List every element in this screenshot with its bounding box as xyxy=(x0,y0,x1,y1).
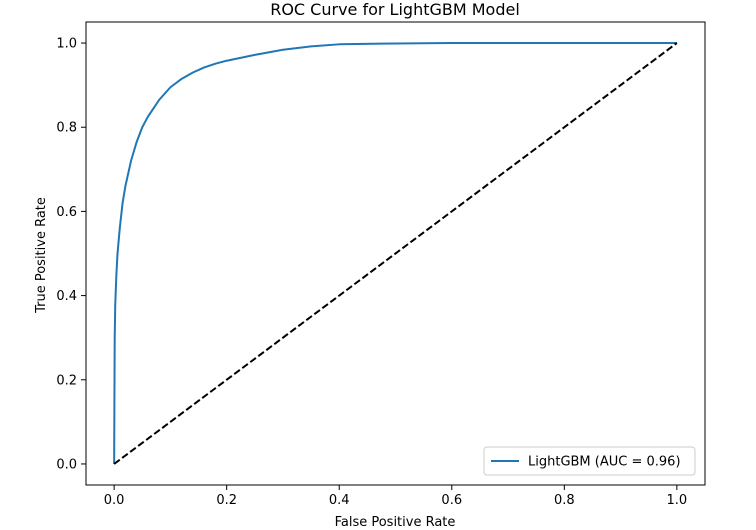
legend: LightGBM (AUC = 0.96) xyxy=(483,446,696,476)
x-tick-label: 0.6 xyxy=(441,493,462,508)
y-tick-label: 0.8 xyxy=(56,121,77,136)
y-axis-label: True Positive Rate xyxy=(34,197,49,314)
y-tick-label: 0.2 xyxy=(56,373,77,388)
legend-box xyxy=(483,446,696,476)
plot-area: 0.0 0.2 0.4 0.6 0.8 1.0 0.0 0.2 0.4 0.6 0.8 1.0 Ligh… xyxy=(56,21,706,508)
y-tick-label: 0.0 xyxy=(56,457,77,472)
x-tick-label: 1.0 xyxy=(667,493,688,508)
x-axis-label: False Positive Rate xyxy=(335,515,456,530)
x-tick-label: 0.4 xyxy=(329,493,350,508)
x-tick-label: 0.2 xyxy=(216,493,237,508)
reference-diagonal-line xyxy=(113,42,678,465)
chart-title: ROC Curve for LightGBM Model xyxy=(270,0,520,19)
axes-frame xyxy=(85,21,706,486)
y-tick-label: 1.0 xyxy=(56,37,77,52)
x-tick-label: 0.8 xyxy=(554,493,575,508)
legend-label: LightGBM (AUC = 0.96) xyxy=(528,455,681,470)
series-line-0 xyxy=(113,42,677,464)
y-tick-label: 0.4 xyxy=(56,289,77,304)
x-tick-label: 0.0 xyxy=(104,493,125,508)
y-tick-label: 0.6 xyxy=(56,205,77,220)
